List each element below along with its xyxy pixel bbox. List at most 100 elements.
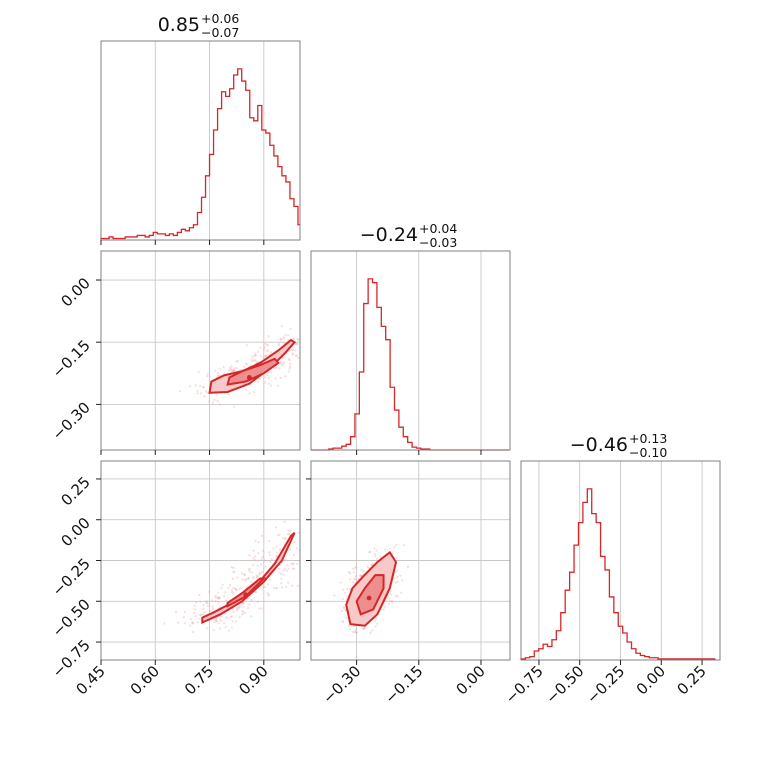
scatter-point [217,601,220,604]
scatter-point [268,551,271,554]
scatter-point [261,549,264,552]
scatter-point [245,363,248,366]
scatter-point [238,615,241,619]
title-param-0: 0.85 +0.06 −0.07 [158,11,240,40]
histogram-step-line [100,68,300,240]
scatter-point [286,564,289,567]
scatter-point [206,601,209,604]
scatter-point [263,342,266,345]
title-param-1: −0.24 +0.04 −0.03 [360,221,458,250]
scatter-point [232,587,235,590]
scatter-point [197,370,200,374]
scatter-point [217,596,220,599]
scatter-point [340,609,343,613]
scatter-point [247,568,250,571]
scatter-point [237,606,240,609]
scatter-point [245,577,248,580]
scatter-point [388,547,391,550]
scatter-point [189,618,192,621]
scatter-point [202,386,205,389]
scatter-point [389,590,393,593]
scatter-point [250,358,253,361]
scatter-point [163,622,166,625]
scatter-point [241,613,244,616]
scatter-point [191,621,195,624]
scatter-point [230,626,234,629]
scatter-point [295,354,298,357]
scatter-point [343,607,346,610]
scatter-point [194,615,197,618]
scatter-point [304,336,306,338]
scatter-point [270,384,273,387]
scatter-point [262,585,265,589]
scatter-point [290,562,293,565]
scatter-point [256,360,259,364]
scatter-point [244,362,248,365]
scatter-point [241,609,244,613]
scatter-point [202,386,205,389]
title-plus: +0.04 [419,221,457,236]
scatter-point [283,559,286,562]
scatter-point [235,367,238,370]
scatter-point [394,581,397,584]
x-tick-label: 0.60 [127,662,163,698]
scatter-point [369,631,372,634]
scatter-point [293,540,296,543]
scatter-point [401,579,404,582]
scatter-point [237,604,241,607]
scatter-point [256,381,260,384]
scatter-point [221,615,224,618]
scatter-point [182,616,185,619]
scatter-point [282,361,285,364]
scatter-point [232,369,235,372]
scatter-point [390,599,393,603]
scatter-point [288,365,292,368]
scatter-point [286,529,290,532]
scatter-point [248,567,251,570]
scatter-point [363,626,366,629]
scatter-point [265,343,268,346]
scatter-point [199,614,202,617]
scatter-point [193,608,197,611]
scatter-point [236,607,239,610]
scatter-point [289,327,292,331]
scatter-point [304,347,306,349]
scatter-point [283,567,287,571]
scatter-point [253,390,256,394]
scatter-point [269,371,272,374]
y-tick-label: 0.00 [57,274,93,310]
scatter-point [194,601,198,604]
scatter-point [284,537,287,540]
scatter-point [255,576,259,579]
scatter-point [264,354,267,358]
scatter-point [242,602,245,605]
contour-fill-inner [227,358,279,385]
scatter-point [280,577,283,581]
scatter-point [359,574,362,577]
scatter-point [375,557,379,560]
scatter-point [355,631,359,634]
scatter-point [291,352,295,355]
scatter-point [290,348,293,352]
scatter-point [267,371,270,374]
scatter-point [368,551,371,554]
title-minus: −0.07 [201,25,239,40]
scatter-point [288,529,292,532]
scatter-point [222,365,225,368]
scatter-point [282,336,285,339]
scatter-point [206,375,209,378]
scatter-point [282,573,285,576]
contour-center-point [366,595,372,601]
scatter-point [297,338,300,341]
scatter-point [342,588,345,591]
scatter-point [259,346,262,350]
x-tick-label: 0.25 [674,662,710,698]
scatter-point [267,593,271,596]
scatter-point [214,594,217,598]
scatter-point [232,369,235,373]
scatter-point [345,616,348,620]
scatter-point [250,615,253,618]
scatter-point [213,621,216,624]
scatter-point [194,384,197,387]
scatter-point [198,593,201,597]
